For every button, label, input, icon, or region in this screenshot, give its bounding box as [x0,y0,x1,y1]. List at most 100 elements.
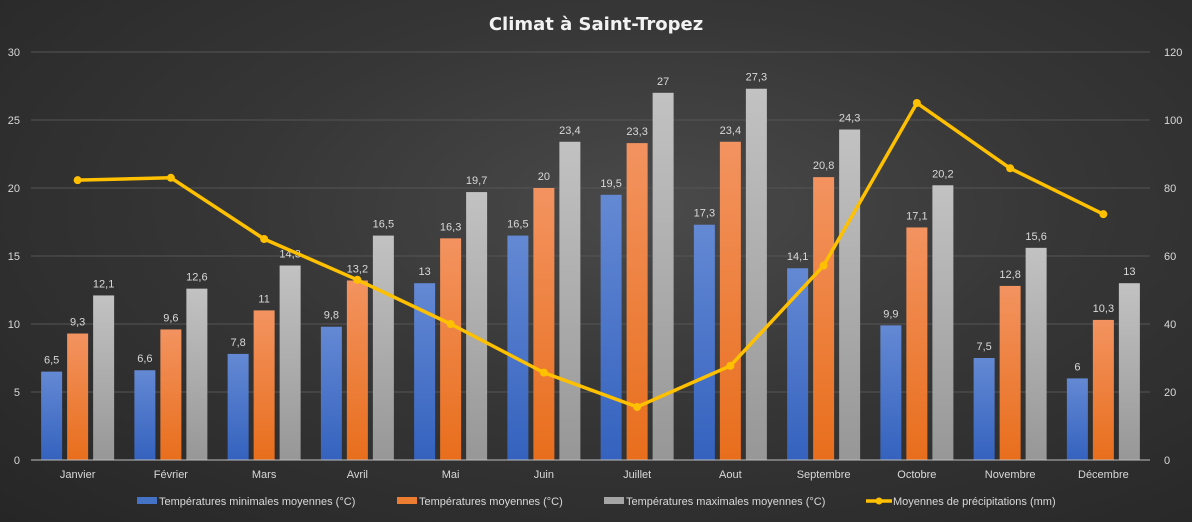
data-label: 17,3 [694,208,715,220]
data-label: 19,7 [466,175,487,187]
x-tick-label: Octobre [897,469,936,481]
bar [973,358,995,460]
data-label: 20,8 [813,160,834,172]
legend-label: Températures moyennes (°C) [419,496,563,508]
data-label: 9,6 [163,312,178,324]
bar [1092,319,1114,460]
data-label: 13 [419,266,431,278]
data-label: 6 [1074,361,1080,373]
x-tick-label: Février [154,469,189,481]
bar [41,371,63,460]
data-label: 12,1 [93,278,114,290]
bar [134,370,156,460]
data-label: 11 [258,293,269,305]
y-right-tick-label: 120 [1164,47,1182,59]
data-label: 27 [657,76,669,88]
x-tick-label: Juin [534,469,554,481]
data-label: 7,5 [976,341,991,353]
bar [787,268,809,460]
x-tick-label: Avril [347,469,368,481]
data-label: 12,8 [999,269,1020,281]
bar [414,283,436,460]
precipitation-point [633,402,642,411]
bar [559,141,581,460]
bar [626,143,648,460]
bar [160,329,182,460]
precipitation-point [260,235,269,243]
x-tick-label: Mars [252,469,277,481]
data-label: 6,5 [44,355,59,367]
x-tick-label: Novembre [985,469,1036,481]
data-label: 20,2 [932,168,953,180]
data-label: 9,8 [324,310,339,322]
bar [719,141,741,460]
bar [1066,378,1088,460]
y-left-tick-label: 5 [14,387,20,399]
legend-swatch [604,497,624,504]
data-label: 13 [1123,266,1135,278]
bar [652,92,674,461]
precipitation-point [73,176,82,185]
data-label: 16,3 [440,221,461,233]
y-left-tick-label: 25 [8,115,20,127]
bar [932,185,954,460]
legend-swatch [137,497,157,504]
data-label: 9,9 [883,308,898,320]
bar [745,88,767,460]
legend-label: Moyennes de précipitations (mm) [893,496,1056,508]
legend-label: Températures minimales moyennes (°C) [159,496,355,508]
precipitation-point [166,173,175,182]
x-tick-label: Janvier [60,469,96,481]
precipitation-point [446,320,455,328]
precipitation-point [1099,210,1108,219]
bar [906,227,928,460]
precipitation-point [912,99,921,107]
y-right-tick-label: 40 [1164,319,1176,331]
precipitation-point [353,275,362,284]
bar [372,235,394,460]
bar [227,353,249,460]
data-label: 9,3 [70,317,85,329]
data-label: 13,2 [347,263,368,275]
data-label: 14,1 [787,251,808,263]
data-label: 16,5 [507,219,528,231]
y-left-tick-label: 0 [14,455,20,467]
precipitation-line [77,101,1105,409]
data-label: 17,1 [906,210,927,222]
y-right-tick-label: 100 [1164,115,1182,127]
data-label: 7,8 [230,337,245,349]
data-label: 6,6 [137,353,152,365]
y-left-tick-label: 15 [8,251,20,263]
bar [693,224,715,460]
data-label: 20 [538,171,550,183]
data-label: 16,5 [373,219,394,231]
bar [880,325,902,460]
bar [507,235,529,460]
bar [253,310,275,460]
x-tick-label: Mai [442,469,460,481]
y-left-tick-label: 30 [8,47,20,59]
y-left-tick-label: 20 [8,183,20,195]
x-tick-label: Juillet [623,469,651,481]
y-right-tick-label: 80 [1164,183,1176,195]
y-right-tick-label: 60 [1164,251,1176,263]
legend-swatch [397,497,417,504]
y-left-tick-label: 10 [8,319,20,331]
chart-title: Climat à Saint-Tropez [489,14,703,35]
x-tick-label: Aout [719,469,742,481]
x-tick-label: Septembre [797,469,851,481]
legend-marker [875,497,883,505]
bar [186,288,208,460]
data-label: 19,5 [600,178,621,190]
data-label: 23,4 [559,125,580,137]
x-tick-label: Décembre [1078,469,1129,481]
bar [93,295,115,460]
bar [600,194,622,461]
y-right-tick-label: 20 [1164,387,1176,399]
bar [440,238,462,460]
bar [1118,283,1140,460]
data-label: 15,6 [1025,231,1046,243]
data-label: 27,3 [746,72,767,84]
precipitation-point [819,261,828,270]
